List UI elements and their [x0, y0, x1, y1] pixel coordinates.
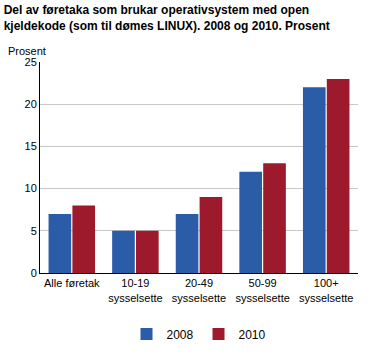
svg-text:5: 5 [31, 225, 37, 237]
svg-text:50-99sysselsette: 50-99sysselsette [235, 277, 289, 303]
svg-text:Prosent: Prosent [8, 45, 46, 57]
svg-text:100+sysselsette: 100+sysselsette [299, 277, 353, 303]
svg-text:20: 20 [25, 98, 37, 110]
svg-text:15: 15 [25, 140, 37, 152]
svg-text:20-49sysselsette: 20-49sysselsette [172, 277, 226, 303]
svg-text:25: 25 [25, 56, 37, 68]
svg-text:Alle føretak: Alle føretak [44, 277, 100, 289]
svg-text:2010: 2010 [239, 328, 266, 342]
svg-text:0: 0 [31, 267, 37, 279]
svg-text:10-19sysselsette: 10-19sysselsette [108, 277, 162, 303]
svg-text:Del av føretaka som brukar ope: Del av føretaka som brukar operativsyste… [4, 3, 330, 33]
svg-text:10: 10 [25, 182, 37, 194]
svg-text:2008: 2008 [167, 328, 194, 342]
